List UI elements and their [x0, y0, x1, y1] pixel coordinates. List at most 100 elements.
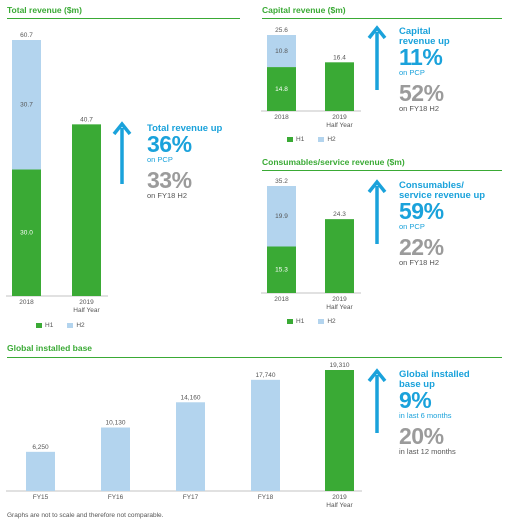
data-label-h2-0: 30.7: [20, 102, 33, 109]
consumables-stat-headline-2: service revenue up: [399, 190, 486, 201]
capital-revenue-stat: Capital revenue up 11% on PCP 52% on FY1…: [399, 26, 450, 114]
total-stat-caption: on PCP: [147, 155, 173, 164]
total-label-0: 35.2: [275, 178, 288, 185]
total-revenue-title: Total revenue ($m): [7, 5, 82, 15]
consumables-revenue-title: Consumables/service revenue ($m): [262, 157, 405, 167]
consumables-stat-caption-2: on FY18 H2: [399, 258, 440, 267]
installed-stat-caption-2: in last 12 months: [399, 447, 456, 456]
installed-base-stat: Global installed base up 9% in last 6 mo…: [399, 369, 470, 457]
installed-base-rule: [7, 357, 502, 358]
total-revenue-rule: [7, 18, 240, 19]
consumables-stat-headline-1: Consumables/: [399, 180, 464, 191]
capital-revenue-rule: [262, 18, 502, 19]
total-stat-value-2: 33%: [147, 167, 192, 193]
legend-label-h2: H2: [327, 136, 336, 143]
footnote: Graphs are not to scale and therefore no…: [7, 512, 164, 519]
legend-label-h1: H1: [296, 136, 305, 143]
data-label-2: 14,160: [181, 394, 201, 401]
data-label-h2-0: 10.8: [275, 48, 288, 55]
category-label-0: 2018: [274, 296, 289, 303]
category-label-4: 2019: [332, 494, 347, 501]
category-label-1: Half Year: [326, 122, 353, 129]
capital-revenue-title: Capital revenue ($m): [262, 5, 346, 15]
category-label-0: 2018: [274, 114, 289, 121]
category-label-3: FY18: [258, 494, 274, 501]
capital-up-arrow-icon: [367, 25, 387, 90]
data-label-0: 6,250: [32, 444, 49, 451]
bar-h2-0: [267, 35, 296, 68]
installed-stat-headline-2: base up: [399, 379, 435, 390]
consumables-revenue-legend: H1 H2: [287, 318, 336, 325]
bar-h1-1: [72, 124, 101, 296]
total-label-0: 25.6: [275, 27, 288, 34]
bar-1: [101, 427, 130, 491]
bar-0: [26, 451, 55, 491]
capital-stat-value: 11%: [399, 44, 443, 70]
category-label-1: Half Year: [326, 304, 353, 311]
capital-stat-value-2: 52%: [399, 80, 444, 106]
total-revenue-legend: H1 H2: [36, 322, 85, 329]
consumables-stat-value: 59%: [399, 198, 444, 224]
consumables-stat-caption: on PCP: [399, 222, 425, 231]
legend-label-h2: H2: [76, 322, 85, 329]
installed-stat-value: 9%: [399, 387, 432, 413]
legend-label-h1: H1: [45, 322, 54, 329]
capital-revenue-legend: H1 H2: [287, 136, 336, 143]
bar-h1-1: [325, 62, 354, 111]
capital-stat-caption-2: on FY18 H2: [399, 104, 440, 113]
legend-swatch-h2: [67, 323, 74, 328]
bar-2: [176, 402, 205, 491]
bar-h1-0: [12, 169, 41, 296]
category-label-1: FY16: [108, 494, 124, 501]
total-up-arrow-icon: [112, 121, 132, 184]
bar-h1-1: [325, 219, 354, 293]
total-label-0: 60.7: [20, 32, 33, 39]
total-stat-value: 36%: [147, 131, 192, 157]
capital-stat-headline-1: Capital: [399, 26, 431, 37]
consumables-revenue-rule: [262, 170, 502, 171]
legend-swatch-h1: [287, 319, 293, 324]
data-label-h1-0: 15.3: [275, 267, 288, 274]
data-label-h1-1: 16.4: [333, 54, 346, 61]
data-label-h1-1: 24.3: [333, 211, 346, 218]
category-label-1: 2019: [332, 296, 347, 303]
total-stat-caption-2: on FY18 H2: [147, 191, 188, 200]
total-stat-headline: Total revenue up: [147, 123, 223, 134]
legend-label-h1: H1: [296, 318, 305, 325]
data-label-h2-0: 19.9: [275, 213, 288, 220]
legend-swatch-h2: [318, 319, 325, 324]
installed-base-chart: 6,250 FY15 10,130 FY16 14,160 FY17 17,740 FY18 1…: [6, 362, 362, 509]
capital-stat-caption: on PCP: [399, 68, 425, 77]
category-label-1: 2019: [332, 114, 347, 121]
legend-label-h2: H2: [327, 318, 336, 325]
data-label-h1-0: 30.0: [20, 230, 33, 237]
legend-swatch-h2: [318, 137, 325, 142]
installed-stat-value-2: 20%: [399, 423, 444, 449]
consumables-revenue-stat: Consumables/ service revenue up 59% on P…: [399, 180, 486, 268]
installed-base-title: Global installed base: [7, 343, 93, 353]
consumables-stat-value-2: 22%: [399, 234, 444, 260]
bar-4: [325, 370, 354, 491]
category-label-0: 2018: [19, 299, 34, 306]
legend-swatch-h1: [287, 137, 293, 142]
data-label-h1-0: 14.8: [275, 86, 288, 93]
category-label-1: Half Year: [73, 307, 100, 314]
installed-stat-caption: in last 6 months: [399, 411, 452, 420]
category-label-1: 2019: [79, 299, 94, 306]
category-label-2: FY17: [183, 494, 199, 501]
consumables-up-arrow-icon: [367, 179, 387, 244]
bar-h1-0: [267, 246, 296, 293]
total-revenue-stat: Total revenue up 36% on PCP 33% on FY18 …: [147, 123, 223, 201]
category-label-4: Half Year: [326, 502, 353, 509]
capital-stat-headline-2: revenue up: [399, 36, 450, 47]
installed-up-arrow-icon: [367, 368, 387, 433]
legend-swatch-h1: [36, 323, 42, 328]
data-label-4: 19,310: [330, 362, 350, 369]
data-label-3: 17,740: [256, 372, 276, 379]
bar-h2-0: [12, 40, 41, 170]
bar-3: [251, 379, 280, 491]
installed-stat-headline-1: Global installed: [399, 369, 470, 380]
